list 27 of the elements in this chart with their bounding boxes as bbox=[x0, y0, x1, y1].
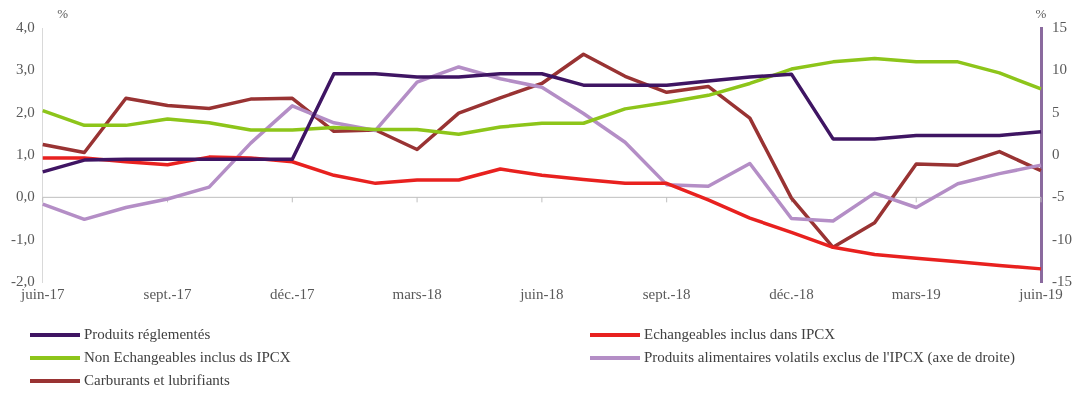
y2-tick-label: -5 bbox=[1052, 188, 1065, 205]
legend-label: Non Echangeables inclus ds IPCX bbox=[84, 349, 291, 366]
y2-tick-label: 0 bbox=[1052, 145, 1060, 162]
x-tick-label: mars-19 bbox=[891, 285, 941, 302]
x-tick-label: juin-18 bbox=[519, 285, 564, 302]
y-tick-label: 1,0 bbox=[16, 145, 35, 162]
y-tick-label: -2,0 bbox=[11, 272, 35, 289]
y-axis-title: % bbox=[57, 6, 69, 21]
y-tick-label: 3,0 bbox=[16, 61, 35, 78]
x-tick-label: déc.-18 bbox=[769, 285, 814, 302]
x-tick-label: mars-18 bbox=[392, 285, 442, 302]
y2-tick-label: 5 bbox=[1052, 103, 1060, 120]
legend-label: Produits alimentaires volatils exclus de l'IPCX (axe de droite) bbox=[644, 349, 1015, 366]
legend-label: Echangeables inclus dans IPCX bbox=[644, 326, 836, 343]
y2-tick-label: 15 bbox=[1052, 18, 1067, 35]
y-tick-label: 0,0 bbox=[16, 188, 35, 205]
y2-tick-label: 10 bbox=[1052, 61, 1067, 78]
y-tick-label: 4,0 bbox=[16, 18, 35, 35]
x-tick-label: sept.-17 bbox=[143, 285, 192, 302]
y2-tick-label: -10 bbox=[1052, 230, 1072, 247]
x-tick-label: sept.-18 bbox=[642, 285, 691, 302]
legend-label: Carburants et lubrifiants bbox=[84, 372, 230, 389]
x-tick-label: déc.-17 bbox=[270, 285, 316, 302]
y2-axis-title: % bbox=[1035, 6, 1047, 21]
y-tick-label: 2,0 bbox=[16, 103, 35, 120]
legend-label: Produits réglementés bbox=[84, 326, 211, 343]
y-tick-label: -1,0 bbox=[11, 230, 35, 247]
